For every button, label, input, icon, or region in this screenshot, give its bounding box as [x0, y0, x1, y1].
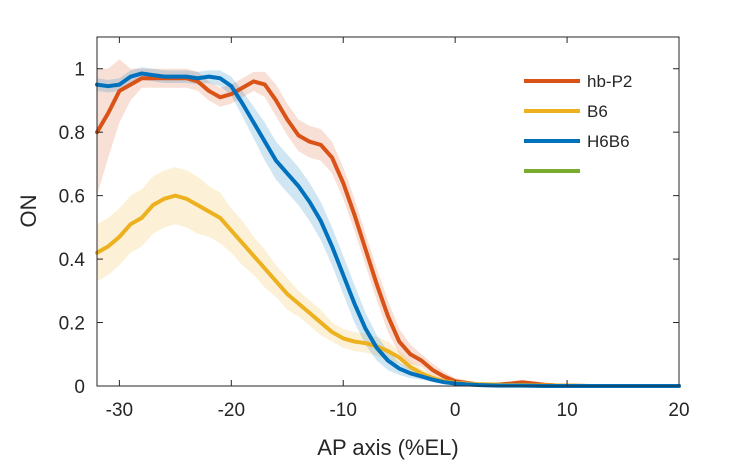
- y-axis-label: ON: [16, 195, 41, 228]
- y-tick-label: 0.4: [59, 250, 86, 271]
- x-tick-label: 10: [557, 400, 578, 421]
- x-tick-label: 20: [668, 400, 689, 421]
- x-tick-label: -10: [329, 400, 356, 421]
- x-tick-label: 0: [450, 400, 461, 421]
- series-band-1: [97, 167, 679, 386]
- legend-label-0: hb-P2: [587, 72, 632, 91]
- x-tick-label: -20: [218, 400, 245, 421]
- y-tick-label: 0.2: [59, 314, 85, 335]
- legend-label-1: B6: [587, 102, 608, 121]
- plot-background: [97, 37, 679, 386]
- y-tick-label: 0.8: [59, 123, 85, 144]
- x-axis: -30 -20 -10 0 10 20: [106, 37, 690, 421]
- x-axis-label: AP axis (%EL): [317, 435, 458, 460]
- y-tick-label: 1: [74, 60, 85, 81]
- legend: hb-P2 B6 H6B6: [524, 72, 632, 173]
- y-tick-label: 0.6: [59, 187, 85, 208]
- y-axis: 0 0.2 0.4 0.6 0.8 1: [59, 60, 679, 398]
- y-tick-label: 0: [74, 377, 85, 398]
- x-tick-label: -30: [106, 400, 133, 421]
- plot-frame: [96, 36, 680, 387]
- legend-label-2: H6B6: [587, 132, 630, 151]
